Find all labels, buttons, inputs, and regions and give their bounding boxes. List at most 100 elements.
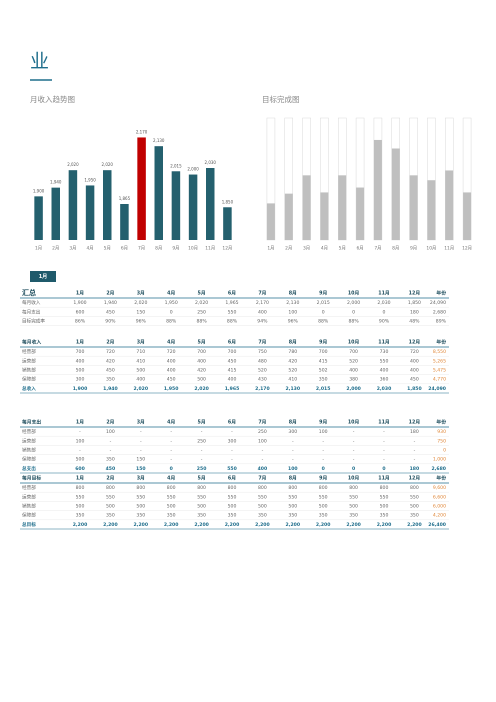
table-cell: 800 xyxy=(258,485,267,491)
table-cell: - xyxy=(170,430,172,435)
table-cell: 100 xyxy=(319,429,328,435)
table-cell: 2,020 xyxy=(134,386,149,392)
table-cell: 700 xyxy=(76,349,85,355)
column-header: 9月 xyxy=(319,419,327,426)
x-tick-label: 9月 xyxy=(172,246,179,252)
column-header: 5月 xyxy=(198,290,206,297)
column-header: 年份 xyxy=(436,290,446,297)
table-cell: 1,950 xyxy=(164,386,179,392)
table-cell: 550 xyxy=(380,358,389,364)
table-cell: 24,090 xyxy=(428,386,446,392)
table-cell: 1,940 xyxy=(103,386,118,392)
column-header: 2月 xyxy=(106,475,114,482)
table-cell: 520 xyxy=(288,368,297,374)
column-header: 10月 xyxy=(348,419,360,426)
table-cell: 550 xyxy=(288,494,297,500)
column-header: 6月 xyxy=(228,419,236,426)
table-cell: 90% xyxy=(379,319,390,325)
x-tick-label: 10月 xyxy=(426,246,436,252)
column-header: 1月 xyxy=(76,419,84,426)
table-cell: 350 xyxy=(106,457,115,463)
table-cell: 150 xyxy=(136,309,145,315)
table-cell: 550 xyxy=(258,494,267,500)
table-cell: 400 xyxy=(228,377,237,383)
page-title: 业 xyxy=(30,51,49,73)
table-cell: - xyxy=(231,430,233,435)
column-header: 11月 xyxy=(378,290,390,297)
table-cell: - xyxy=(170,458,172,463)
table-cell: 750 xyxy=(258,349,267,355)
table-cell: 26,400 xyxy=(428,522,446,528)
table-cell: 100 xyxy=(106,429,115,435)
column-header: 12月 xyxy=(409,290,421,297)
table-cell: 88% xyxy=(166,319,177,325)
table-cell: 500 xyxy=(319,504,328,510)
table-cell: - xyxy=(140,449,142,454)
table-cell: 保障部 xyxy=(22,376,36,383)
table-cell: 550 xyxy=(349,494,358,500)
table-cell: 100 xyxy=(288,466,298,472)
table-cell: - xyxy=(79,430,81,435)
table-cell: 350 xyxy=(319,377,328,383)
table-cell: 0 xyxy=(322,309,325,315)
column-header: 8月 xyxy=(289,339,297,346)
bar xyxy=(103,170,112,240)
table-cell: 2,015 xyxy=(316,386,331,392)
table-cell: 700 xyxy=(197,349,206,355)
table-cell: 350 xyxy=(106,377,115,383)
column-header: 每月支出 xyxy=(22,419,41,426)
table-cell: 600 xyxy=(76,309,85,315)
table-cell: 2,200 xyxy=(346,522,361,528)
bar xyxy=(206,168,215,240)
table-cell: 750 xyxy=(437,438,446,444)
table-cell: - xyxy=(292,458,294,463)
table-cell: 0 xyxy=(170,309,173,315)
table-cell: 420 xyxy=(288,358,297,364)
data-label: 2,000 xyxy=(187,167,199,172)
table-cell: 0 xyxy=(352,309,355,315)
table-cell: 2,200 xyxy=(377,522,392,528)
table-cell: 720 xyxy=(410,349,419,355)
table-cell: - xyxy=(414,439,416,444)
table-cell: 销售部 xyxy=(22,447,36,454)
table-cell: - xyxy=(110,439,112,444)
data-label: 2,020 xyxy=(67,162,79,167)
table-cell: 2,200 xyxy=(103,522,118,528)
table-cell: 2,030 xyxy=(377,386,392,392)
table-cell: 2,020 xyxy=(134,300,147,306)
table-cell: 2,200 xyxy=(316,522,331,528)
table-cell: - xyxy=(322,458,324,463)
table-cell: 250 xyxy=(197,309,206,315)
x-tick-label: 11月 xyxy=(444,246,454,252)
data-label: 2,170 xyxy=(136,129,148,134)
table-cell: - xyxy=(414,458,416,463)
bar xyxy=(338,175,347,240)
table-cell: 550 xyxy=(136,494,145,500)
table-cell: 300 xyxy=(228,438,237,444)
x-tick-label: 7月 xyxy=(138,246,145,252)
table-cell: 450 xyxy=(106,368,115,374)
column-header: 1月 xyxy=(76,290,84,297)
column-header: 2月 xyxy=(106,290,114,297)
column-header: 9月 xyxy=(319,339,327,346)
x-tick-label: 5月 xyxy=(339,246,346,252)
table-cell: - xyxy=(353,449,355,454)
table-cell: 800 xyxy=(167,485,176,491)
table-cell: - xyxy=(110,449,112,454)
column-header: 12月 xyxy=(409,475,421,482)
bar xyxy=(68,170,78,240)
table-cell: 48% xyxy=(409,319,420,325)
table-cell: 800 xyxy=(288,485,297,491)
bar xyxy=(120,204,129,240)
table-cell: - xyxy=(201,458,203,463)
table-cell: 88% xyxy=(227,319,238,325)
table-cell: 每月收入 xyxy=(22,299,41,306)
x-tick-label: 2月 xyxy=(285,246,292,252)
table-cell: 450 xyxy=(106,309,115,315)
column-header: 11月 xyxy=(378,475,390,482)
table-cell: 89% xyxy=(436,319,447,325)
column-header: 11月 xyxy=(378,419,390,426)
table-cell: 350 xyxy=(349,513,358,519)
column-header: 9月 xyxy=(319,290,327,297)
